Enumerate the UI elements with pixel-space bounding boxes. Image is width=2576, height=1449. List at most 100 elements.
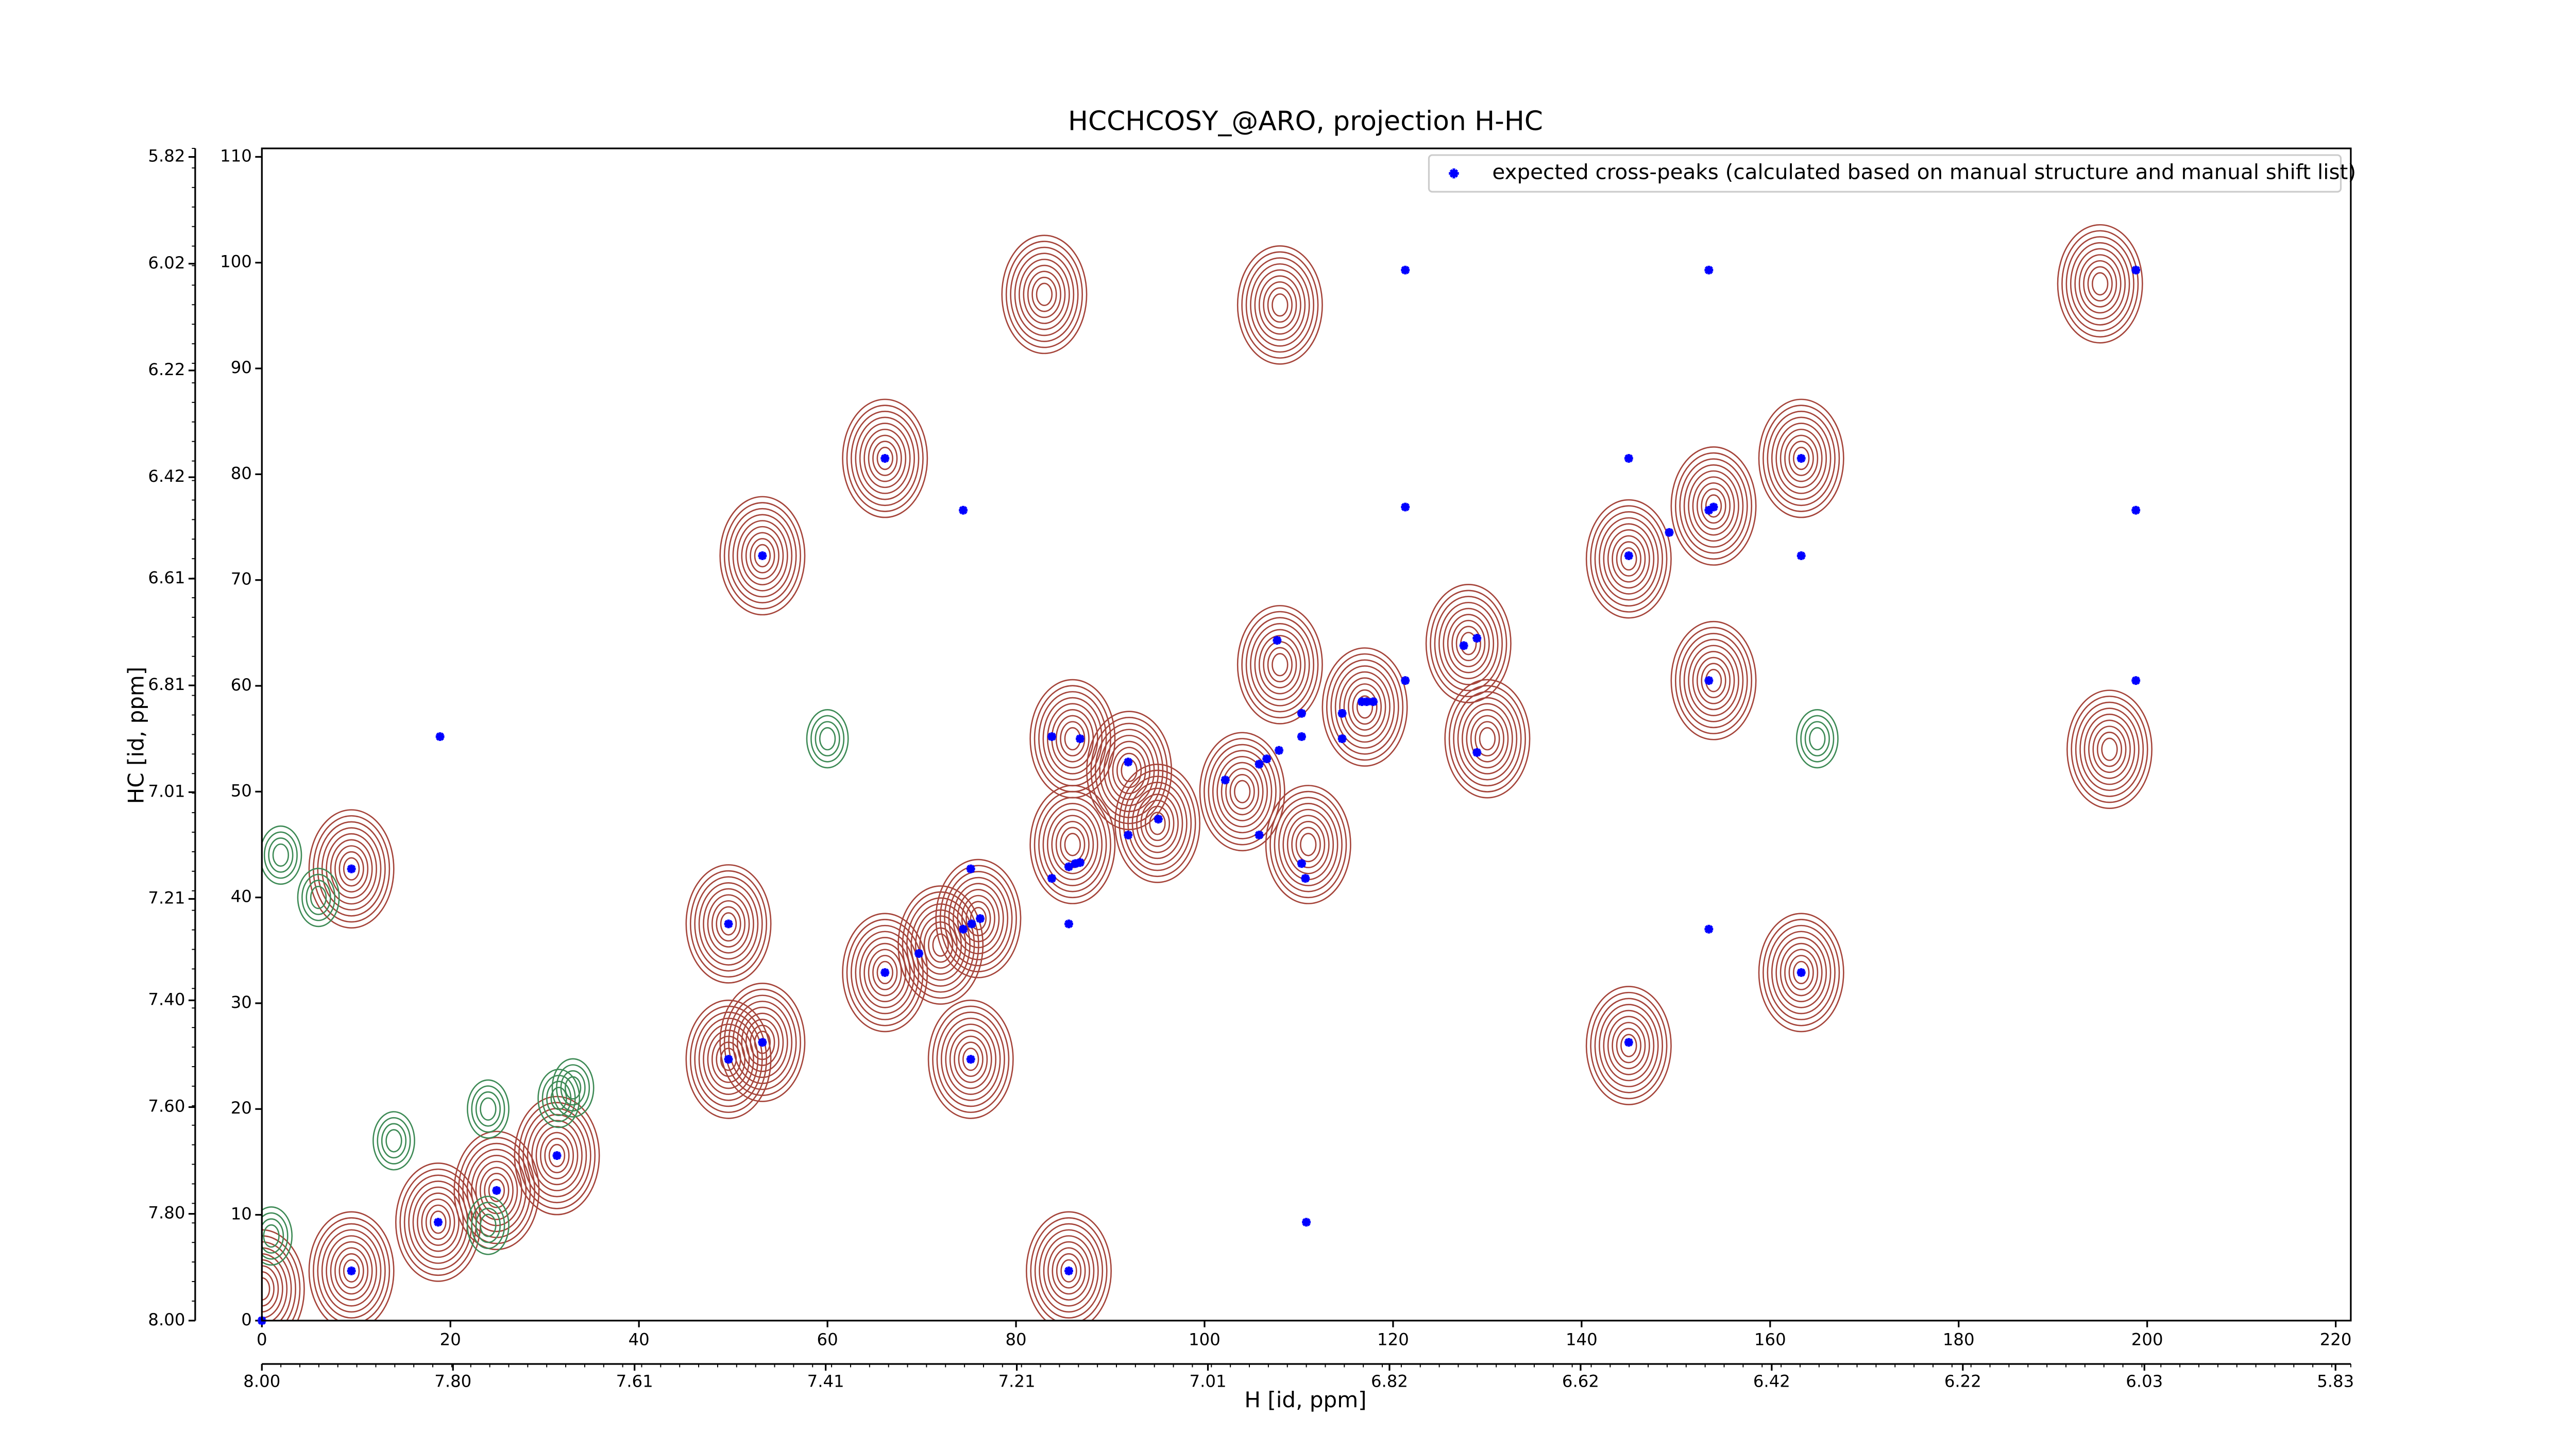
- y-tick-label: 0: [241, 1310, 252, 1329]
- contour: [262, 1253, 288, 1321]
- x-tick-label: 60: [817, 1330, 838, 1350]
- contour: [2092, 272, 2109, 296]
- contour: [527, 1114, 587, 1198]
- x-tick-label: 140: [1566, 1330, 1598, 1350]
- contour: [334, 1247, 369, 1295]
- contour: [1001, 234, 1088, 355]
- contour: [1326, 653, 1404, 761]
- cross-peak: [1262, 754, 1272, 764]
- contour: [453, 1131, 540, 1251]
- contour: [308, 809, 395, 929]
- y2-tick-label: 6.81: [148, 675, 185, 694]
- contour: [1263, 281, 1297, 329]
- contour: [1118, 769, 1196, 878]
- contour: [1023, 264, 1066, 324]
- contour: [262, 1235, 301, 1321]
- cross-peak: [1071, 859, 1080, 868]
- contour: [297, 867, 340, 928]
- y-tick-label: 60: [231, 675, 252, 695]
- cross-peak: [1076, 734, 1084, 744]
- y-tick-label: 80: [231, 463, 252, 483]
- contour: [1793, 446, 1810, 470]
- contour: [698, 882, 759, 966]
- contour: [1236, 245, 1323, 365]
- contour: [685, 864, 772, 984]
- y-tick-label: 50: [231, 781, 252, 800]
- contour: [728, 508, 797, 603]
- contour: [564, 1076, 582, 1100]
- contour: [935, 858, 1022, 979]
- x2-tick-label: 7.21: [998, 1372, 1036, 1391]
- contour: [962, 1048, 979, 1071]
- contour: [1295, 827, 1321, 863]
- contour: [1225, 768, 1260, 816]
- contour: [467, 1079, 510, 1139]
- contour: [1005, 241, 1083, 348]
- contour: [851, 411, 920, 507]
- contour: [1800, 715, 1835, 763]
- contour: [1123, 776, 1192, 871]
- cross-peak: [1064, 919, 1073, 929]
- contour: [1254, 269, 1306, 341]
- contour: [560, 1070, 586, 1106]
- contour: [1212, 750, 1273, 834]
- contour: [2092, 726, 2127, 773]
- contour: [330, 1241, 373, 1301]
- cross-peak: [1472, 748, 1482, 757]
- contour: [741, 1013, 784, 1072]
- cross-peak: [959, 506, 968, 515]
- contour: [372, 1111, 415, 1171]
- contour: [535, 1125, 579, 1186]
- cross-peak: [434, 1218, 443, 1227]
- contour: [2070, 242, 2130, 326]
- x-tick-label: 180: [1943, 1330, 1975, 1350]
- cross-peak: [552, 1151, 562, 1160]
- contour: [1208, 744, 1277, 839]
- contour: [1767, 411, 1836, 507]
- contour: [1055, 715, 1090, 763]
- contour: [716, 906, 741, 942]
- contour: [425, 1204, 451, 1240]
- plot-frame: [261, 147, 2352, 1322]
- cross-peak: [1401, 502, 1410, 512]
- contour: [1590, 991, 1668, 1100]
- mark-layer: 0 20 40 60 80 100 120 140 160 180 200 220 0 10 20 30 40 5…: [148, 146, 2354, 1391]
- cross-peak: [492, 1186, 501, 1195]
- cross-peak: [1124, 757, 1133, 767]
- x-tick-label: 20: [440, 1330, 461, 1350]
- contour: [1229, 773, 1255, 810]
- y2-tick-label: 7.40: [148, 989, 185, 1009]
- x2-tick-label: 6.42: [1753, 1372, 1790, 1391]
- contour: [2101, 737, 2118, 761]
- contour: [723, 988, 801, 1097]
- contour: [868, 949, 902, 997]
- x-tick-label: 160: [1754, 1330, 1786, 1350]
- contour: [685, 999, 772, 1119]
- cross-peak: [1369, 697, 1378, 706]
- contour: [2057, 224, 2143, 344]
- contour: [1272, 653, 1289, 677]
- contour: [846, 405, 924, 512]
- contour: [2075, 701, 2144, 797]
- contour: [1278, 803, 1338, 886]
- contour: [1616, 1027, 1641, 1064]
- contour: [1019, 259, 1070, 330]
- contour: [1258, 275, 1301, 335]
- contour: [810, 715, 845, 763]
- contour: [953, 883, 1004, 954]
- contour: [872, 955, 898, 990]
- contour: [466, 1149, 527, 1233]
- x2-tick-label: 6.22: [1944, 1372, 1981, 1391]
- contour: [1026, 1211, 1112, 1321]
- contour: [1030, 1217, 1108, 1321]
- contour: [2074, 248, 2126, 320]
- contour: [1784, 434, 1819, 482]
- contour: [1086, 711, 1173, 831]
- contour: [310, 885, 327, 909]
- contour: [1607, 529, 1650, 589]
- contour: [1334, 665, 1395, 749]
- contour: [544, 1138, 570, 1173]
- contour: [301, 873, 336, 921]
- contour: [262, 1277, 270, 1301]
